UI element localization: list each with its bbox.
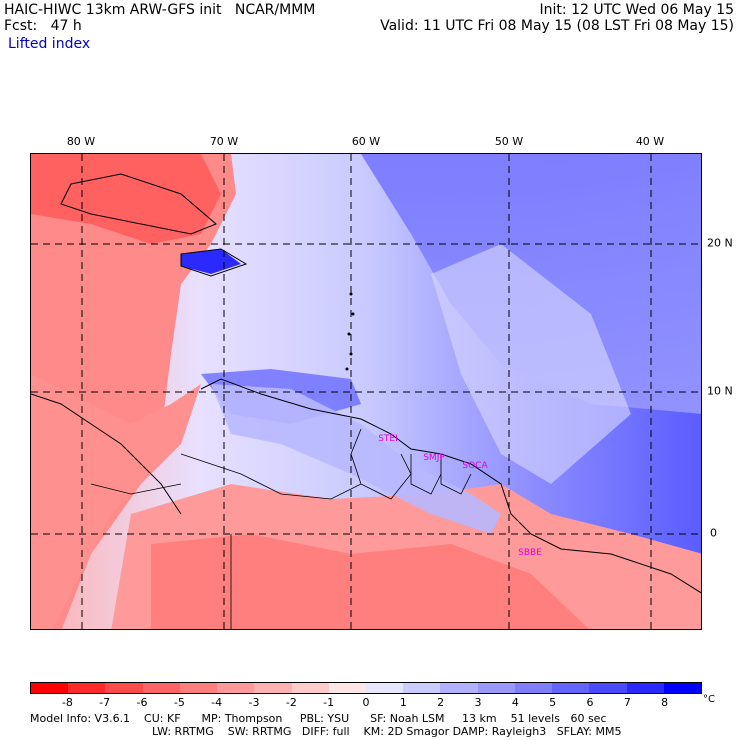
colorbar-tick-label: 2	[437, 696, 445, 709]
colorbar-tick-label: 4	[511, 696, 519, 709]
central-america-region	[31, 374, 201, 629]
colorbar-swatch	[663, 683, 701, 693]
station-label: SOCA	[462, 461, 488, 471]
valid-time: Valid: 11 UTC Fri 08 May 15 (08 LST Fri …	[380, 18, 734, 34]
colorbar-swatch	[142, 683, 180, 693]
hispaniola-blue	[181, 249, 241, 274]
cuba-red-region	[31, 154, 221, 244]
colorbar-swatch	[217, 683, 255, 693]
model-info-line1: Model Info: V3.6.1 CU: KF MP: Thompson P…	[30, 712, 607, 725]
lesser-antilles	[345, 292, 355, 371]
coastline	[31, 393, 182, 515]
field-name: Lifted index	[8, 36, 91, 52]
ocean-pale-band	[431, 244, 631, 484]
colorbar-unit: °C	[703, 694, 715, 705]
border	[440, 454, 472, 495]
station-label: STEI	[378, 434, 398, 444]
colorbar-swatch	[403, 683, 441, 693]
border	[180, 453, 362, 500]
lat-label-10n: 10 N	[707, 384, 733, 398]
colorbar-tick-label: 6	[586, 696, 594, 709]
colorbar-swatch	[105, 683, 143, 693]
colorbar-swatch	[328, 683, 366, 693]
colorbar-tick-label: -2	[285, 696, 297, 709]
border	[350, 428, 412, 500]
coastline	[180, 248, 248, 277]
colorbar-tick-label: 3	[474, 696, 482, 709]
colorbar-tick-label: 1	[399, 696, 407, 709]
forecast-hour: Fcst: 47 h	[4, 18, 82, 34]
colorbar-swatch	[31, 683, 69, 693]
border	[90, 483, 182, 495]
colorbar-swatch	[477, 683, 515, 693]
amazon-red-core	[151, 534, 589, 629]
lifted-index-map: STEI SMJP SOCA SBBE	[30, 153, 702, 630]
colorbar-swatch	[254, 683, 292, 693]
colorbar-tick-label: -7	[99, 696, 111, 709]
coastline	[60, 173, 217, 235]
colorbar-swatch	[514, 683, 553, 693]
colorbar	[30, 682, 702, 694]
colorbar-swatch	[626, 683, 664, 693]
lat-label-20n: 20 N	[707, 236, 733, 250]
lon-label-70w: 70 W	[209, 135, 239, 148]
colorbar-tick-label: -1	[323, 696, 335, 709]
lon-label-80w: 80 W	[66, 135, 96, 148]
station-label: SMJP	[423, 453, 445, 463]
colorbar-swatch	[552, 683, 590, 693]
lat-lon-grid	[31, 154, 701, 629]
model-info-line2: LW: RRTMG SW: RRTMG DIFF: full KM: 2D Sm…	[152, 725, 622, 738]
colorbar-tick-label: -5	[173, 696, 185, 709]
init-time: Init: 12 UTC Wed 06 May 15	[539, 2, 734, 18]
coastline	[200, 378, 701, 594]
guiana-blue-belt	[211, 384, 501, 534]
lon-label-50w: 50 W	[494, 135, 524, 148]
border	[410, 454, 442, 495]
colorbar-swatch	[440, 683, 478, 693]
colorbar-tick-label: -8	[61, 696, 73, 709]
colorbar-tick-label: -3	[248, 696, 260, 709]
lat-label-0: 0	[710, 526, 717, 540]
colorbar-tick-label: -4	[211, 696, 223, 709]
colorbar-tick-label: 8	[661, 696, 669, 709]
colorbar-swatch	[365, 683, 404, 693]
colorbar-tick-label: 7	[623, 696, 631, 709]
colorbar-tick-label: 0	[362, 696, 370, 709]
model-title: HAIC-HIWC 13km ARW-GFS init NCAR/MMM	[4, 2, 316, 18]
colorbar-swatch	[68, 683, 106, 693]
colorbar-swatch	[291, 683, 329, 693]
lon-label-40w: 40 W	[635, 135, 665, 148]
lon-label-60w: 60 W	[351, 135, 381, 148]
colorbar-tick-label: -6	[136, 696, 148, 709]
colorbar-swatch	[589, 683, 627, 693]
colorbar-swatch	[179, 683, 218, 693]
station-label: SBBE	[518, 548, 542, 558]
colorbar-tick-label: 5	[549, 696, 557, 709]
